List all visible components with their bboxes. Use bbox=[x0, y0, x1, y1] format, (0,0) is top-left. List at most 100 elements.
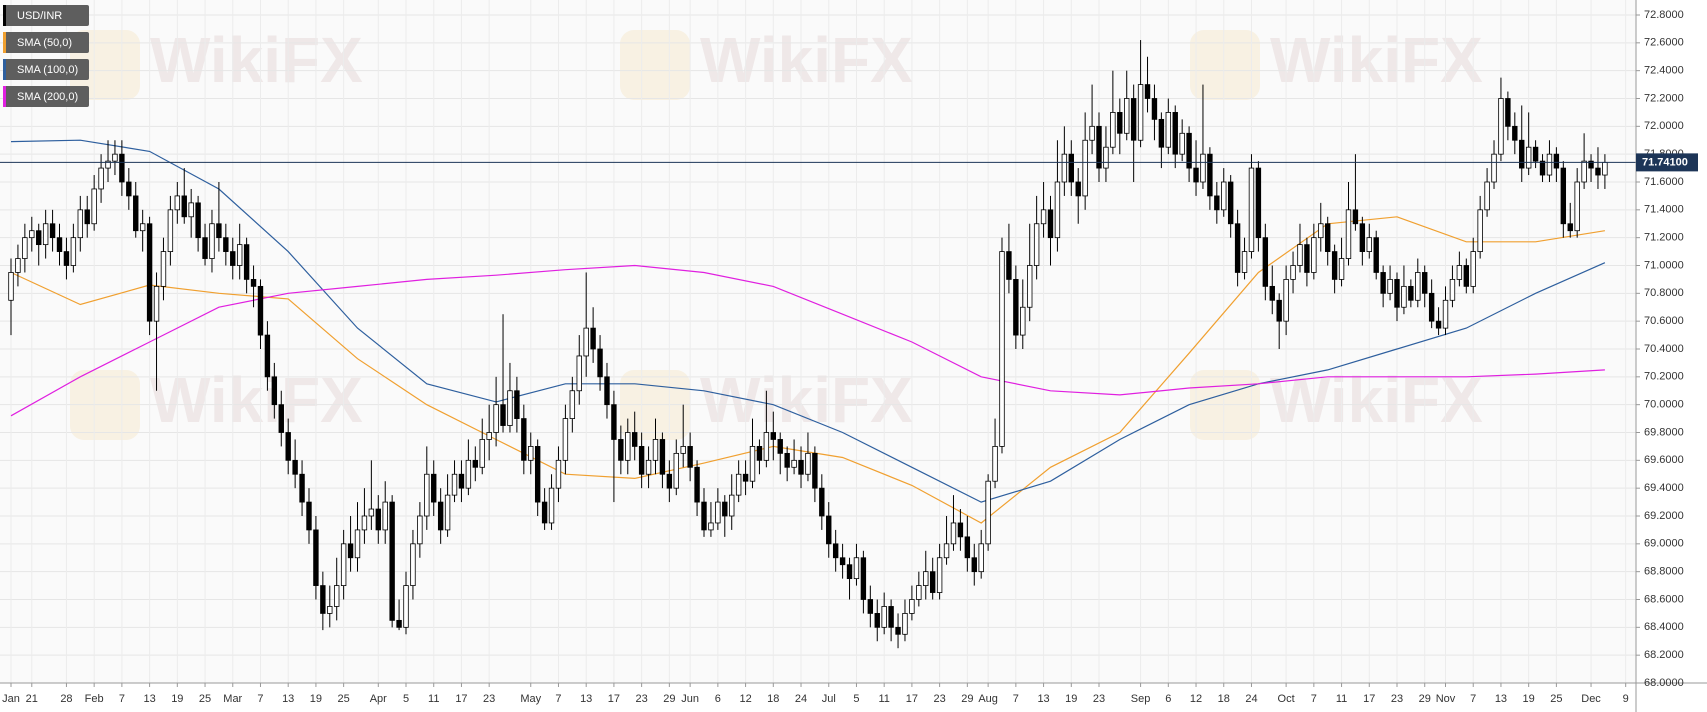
candle-body bbox=[618, 439, 624, 461]
candle-body bbox=[29, 230, 35, 239]
candle-body bbox=[742, 473, 749, 482]
candle-body bbox=[534, 446, 541, 503]
y-tick-label: 70.0000 bbox=[1644, 399, 1684, 411]
y-tick-label: 68.2000 bbox=[1644, 649, 1684, 661]
y-tick-label: 68.0000 bbox=[1644, 677, 1684, 689]
candle-body bbox=[1366, 237, 1372, 252]
x-tick-label: 23 bbox=[933, 693, 945, 705]
candle-body bbox=[1546, 153, 1553, 176]
candle-body bbox=[42, 223, 49, 246]
legend-box bbox=[3, 86, 89, 107]
y-tick-label: 72.0000 bbox=[1644, 120, 1684, 132]
candle-body bbox=[1456, 265, 1463, 280]
candle-body bbox=[167, 209, 174, 252]
candle-body bbox=[1172, 112, 1178, 155]
candle-body bbox=[1227, 181, 1234, 225]
candle-body bbox=[597, 348, 603, 378]
y-tick-label: 70.4000 bbox=[1644, 343, 1684, 355]
candle-body bbox=[1151, 98, 1158, 120]
candle-body bbox=[569, 390, 576, 419]
candle-body bbox=[722, 501, 728, 517]
candle-body bbox=[1144, 84, 1151, 99]
x-tick-label: Dec bbox=[1581, 693, 1601, 705]
candle-body bbox=[715, 501, 721, 524]
x-tick-label: 13 bbox=[580, 693, 592, 705]
candle-body bbox=[666, 473, 673, 489]
x-tick-label: 23 bbox=[636, 693, 648, 705]
x-tick-label: 11 bbox=[428, 693, 439, 705]
x-tick-label: 28 bbox=[60, 693, 72, 705]
candle-body bbox=[340, 543, 347, 586]
candle-body bbox=[1380, 272, 1386, 294]
x-tick-label: 6 bbox=[715, 693, 721, 705]
candle-body bbox=[1013, 279, 1019, 336]
candle-body bbox=[867, 599, 874, 614]
y-tick-label: 72.8000 bbox=[1644, 9, 1684, 21]
candle-body bbox=[465, 459, 472, 489]
candle-body bbox=[424, 473, 430, 517]
watermark: WikiFX bbox=[150, 364, 363, 436]
y-tick-label: 68.6000 bbox=[1644, 593, 1684, 605]
legend-box bbox=[3, 32, 89, 53]
x-tick-label: 21 bbox=[26, 693, 38, 705]
candle-body bbox=[1276, 299, 1282, 322]
x-tick-label: 29 bbox=[663, 693, 675, 705]
candle-body bbox=[902, 613, 908, 635]
watermark: WikiFX bbox=[1270, 364, 1483, 436]
candle-body bbox=[888, 606, 894, 628]
y-tick-label: 69.8000 bbox=[1644, 426, 1684, 438]
candle-body bbox=[943, 543, 950, 559]
candle-body bbox=[417, 515, 423, 545]
candle-body bbox=[1117, 112, 1123, 134]
candle-body bbox=[784, 452, 790, 468]
candle-body bbox=[1498, 98, 1504, 155]
candle-body bbox=[1505, 98, 1511, 127]
candle-body bbox=[1387, 279, 1393, 294]
candle-body bbox=[77, 209, 83, 239]
candle-body bbox=[846, 564, 853, 580]
candle-body bbox=[929, 571, 936, 593]
x-tick-label: 19 bbox=[1523, 693, 1535, 705]
candle-body bbox=[1054, 181, 1061, 239]
candle-body bbox=[507, 390, 513, 426]
candle-body bbox=[36, 230, 42, 246]
x-tick-label: 6 bbox=[1165, 693, 1171, 705]
candle-body bbox=[1442, 299, 1449, 329]
candle-body bbox=[777, 439, 783, 454]
candle-body bbox=[701, 501, 707, 531]
x-tick-label: 24 bbox=[1245, 693, 1257, 705]
candle-body bbox=[70, 237, 77, 266]
candle-body bbox=[49, 223, 56, 239]
candle-body bbox=[805, 452, 811, 475]
candle-body bbox=[562, 418, 569, 461]
x-tick-label: 7 bbox=[1470, 693, 1476, 705]
candle-body bbox=[1415, 272, 1421, 301]
candle-body bbox=[1331, 251, 1338, 280]
candle-body bbox=[673, 452, 679, 489]
candle-body bbox=[223, 237, 229, 252]
candle-body bbox=[638, 446, 645, 475]
x-tick-label: 7 bbox=[119, 693, 125, 705]
x-tick-label: 13 bbox=[1495, 693, 1507, 705]
candle-body bbox=[84, 209, 90, 225]
candle-body bbox=[770, 432, 776, 440]
candle-body bbox=[1539, 160, 1546, 176]
x-tick-label: 17 bbox=[608, 693, 620, 705]
candle-body bbox=[299, 473, 305, 503]
candle-body bbox=[1311, 237, 1317, 273]
sma-line bbox=[10, 264, 1605, 417]
candle-body bbox=[472, 459, 479, 468]
candle-body bbox=[22, 237, 28, 259]
candle-body bbox=[1408, 285, 1414, 301]
candle-body bbox=[1027, 265, 1033, 308]
candle-body bbox=[936, 557, 943, 593]
x-tick-label: 5 bbox=[853, 693, 859, 705]
candle-body bbox=[1359, 223, 1366, 252]
candle-body bbox=[126, 181, 132, 197]
legend: USD/INR SMA (50,0) SMA (100,0) SMA (200,0) bbox=[3, 5, 89, 107]
candle-body bbox=[368, 508, 375, 517]
legend-label: SMA (200,0) bbox=[17, 91, 78, 103]
candle-body bbox=[1248, 167, 1255, 252]
x-tick-label: 13 bbox=[143, 693, 155, 705]
candle-body bbox=[1525, 146, 1532, 169]
